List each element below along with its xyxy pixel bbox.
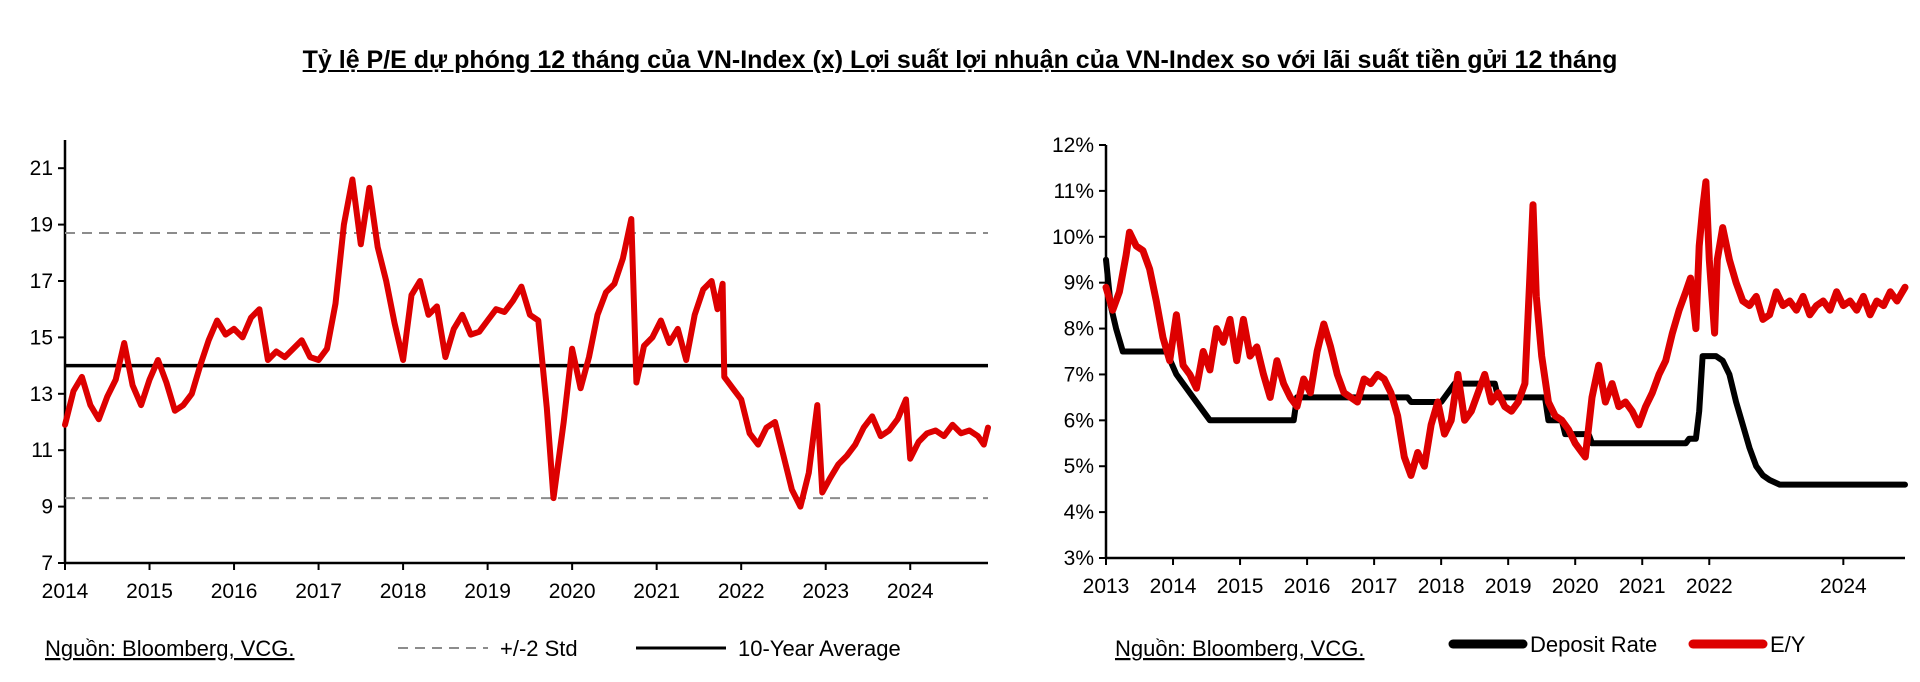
y-tick-label: 12%: [1052, 134, 1094, 157]
x-tick-label: 2015: [126, 580, 173, 603]
x-tick-label: 2020: [549, 580, 596, 603]
x-tick-label: 2014: [1150, 575, 1197, 598]
x-tick-label: 2015: [1217, 575, 1264, 598]
right-source-text: Nguồn: Bloomberg, VCG.: [1115, 636, 1364, 661]
x-tick-label: 2016: [211, 580, 258, 603]
earnings-yield-series-line: [1102, 178, 1909, 479]
x-tick-label: 2017: [1351, 575, 1398, 598]
y-tick-label: 9%: [1064, 272, 1094, 295]
y-tick-label: 8%: [1064, 318, 1094, 341]
x-tick-label: 2021: [633, 580, 680, 603]
y-tick-label: 7%: [1064, 363, 1094, 386]
ey-deposit-chart: 3% 4% 5% 6% 7% 8% 9% 10% 11% 12% 2013 2014 2015 2016 2…: [1052, 134, 1909, 598]
y-tick-label: 3%: [1064, 547, 1094, 570]
x-tick-label: 2022: [1686, 575, 1733, 598]
legend-deposit-label: Deposit Rate: [1530, 632, 1657, 657]
y-tick-label: 21: [30, 157, 53, 180]
y-tick-label: 9: [41, 496, 53, 519]
y-tick-label: 17: [30, 270, 53, 293]
y-tick-label: 10%: [1052, 226, 1094, 249]
x-tick-label: 2018: [1418, 575, 1465, 598]
y-tick-label: 19: [30, 214, 53, 237]
x-tick-label: 2020: [1552, 575, 1599, 598]
x-tick-label: 2024: [1820, 575, 1867, 598]
pe-ratio-series-line: [62, 176, 991, 510]
x-tick-label: 2022: [718, 580, 765, 603]
x-tick-label: 2021: [1619, 575, 1666, 598]
deposit-rate-series-line: [1103, 256, 1908, 488]
y-tick-label: 13: [30, 383, 53, 406]
x-tick-label: 2018: [380, 580, 427, 603]
x-tick-label: 2024: [887, 580, 934, 603]
y-tick-label: 11%: [1054, 180, 1094, 203]
x-tick-label: 2019: [1485, 575, 1532, 598]
pe-chart: 7 9 11 13 15 17 19 21 2014 2015 2016 2017 2018 2019 20…: [30, 140, 991, 603]
x-tick-label: 2019: [464, 580, 511, 603]
x-tick-label: 2016: [1284, 575, 1331, 598]
x-tick-label: 2017: [295, 580, 342, 603]
legend-ey-label: E/Y: [1770, 632, 1806, 657]
legend-average-label: 10-Year Average: [738, 636, 901, 661]
y-tick-label: 7: [41, 552, 53, 575]
right-source-note: Nguồn: Bloomberg, VCG.: [1115, 636, 1364, 661]
y-tick-label: 4%: [1064, 501, 1094, 524]
y-tick-label: 11: [31, 439, 53, 462]
x-tick-label: 2023: [802, 580, 849, 603]
left-source-note: Nguồn: Bloomberg, VCG.: [45, 636, 294, 661]
left-source-text: Nguồn: Bloomberg, VCG.: [45, 636, 294, 661]
legend-std-label: +/-2 Std: [500, 636, 578, 661]
y-tick-label: 5%: [1064, 455, 1094, 478]
x-tick-label: 2014: [42, 580, 89, 603]
y-tick-label: 6%: [1064, 409, 1094, 432]
page-title: Tỷ lệ P/E dự phóng 12 tháng của VN-Index…: [302, 46, 1618, 74]
y-tick-label: 15: [30, 326, 53, 349]
x-tick-label: 2013: [1083, 575, 1130, 598]
